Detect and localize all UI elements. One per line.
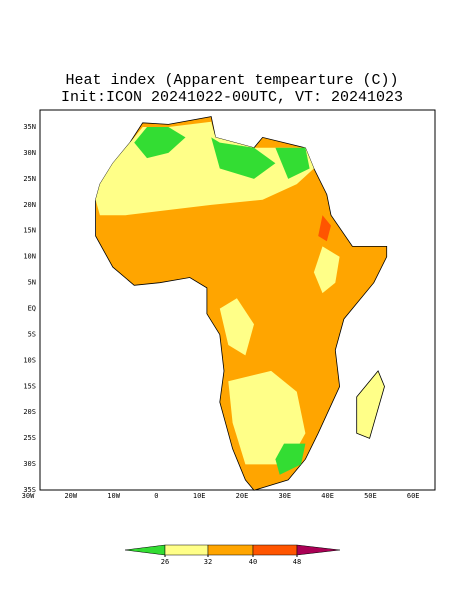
lon-label: 30E: [278, 492, 291, 500]
colorbar-segment: [207, 544, 254, 556]
lon-label: 60E: [407, 492, 420, 500]
colorbar-segment: [296, 544, 341, 556]
hot-spot: [318, 215, 331, 242]
lon-label: 0: [154, 492, 158, 500]
lat-label: 5N: [28, 279, 36, 287]
colorbar-label: 48: [293, 558, 301, 566]
colorbar-label: 32: [204, 558, 212, 566]
lat-label: 20S: [23, 408, 36, 416]
lat-label: 20N: [23, 201, 36, 209]
colorbar-segment: [164, 544, 209, 556]
green-north: [134, 127, 186, 159]
land: [95, 116, 388, 491]
south-green: [275, 443, 306, 475]
green-libya: [211, 137, 276, 179]
colorbar-segment: [252, 544, 298, 556]
lat-label: EQ: [28, 305, 36, 313]
lat-label: 30S: [23, 460, 36, 468]
lon-label: 10E: [193, 492, 206, 500]
colorbar-label: 40: [249, 558, 257, 566]
lon-label: 10W: [107, 492, 120, 500]
lon-label: 40E: [321, 492, 334, 500]
subtitle: Init:ICON 20241022-00UTC, VT: 20241023: [61, 89, 403, 106]
title: Heat index (Apparent tempearture (C)): [65, 72, 398, 89]
east-highlands: [313, 246, 340, 294]
central-yellow: [219, 298, 254, 356]
colorbar-segment: [124, 544, 166, 556]
lat-label: 15N: [23, 227, 36, 235]
colorbar-label: 26: [161, 558, 169, 566]
lat-label: 15S: [23, 382, 36, 390]
lat-label: 25S: [23, 434, 36, 442]
green-egypt: [275, 147, 310, 179]
lat-label: 35S: [23, 486, 36, 494]
lat-label: 10S: [23, 356, 36, 364]
lon-label: 30W: [22, 492, 35, 500]
lon-label: 20E: [236, 492, 249, 500]
lat-label: 35N: [23, 123, 36, 131]
lon-label: 20W: [64, 492, 77, 500]
south-yellow: [228, 370, 306, 465]
lat-label: 10N: [23, 253, 36, 261]
africa: [95, 116, 388, 491]
lat-label: 25N: [23, 175, 36, 183]
lat-label: 5S: [28, 330, 36, 338]
lat-label: 30N: [23, 149, 36, 157]
madagascar: [356, 370, 385, 439]
lon-label: 50E: [364, 492, 377, 500]
